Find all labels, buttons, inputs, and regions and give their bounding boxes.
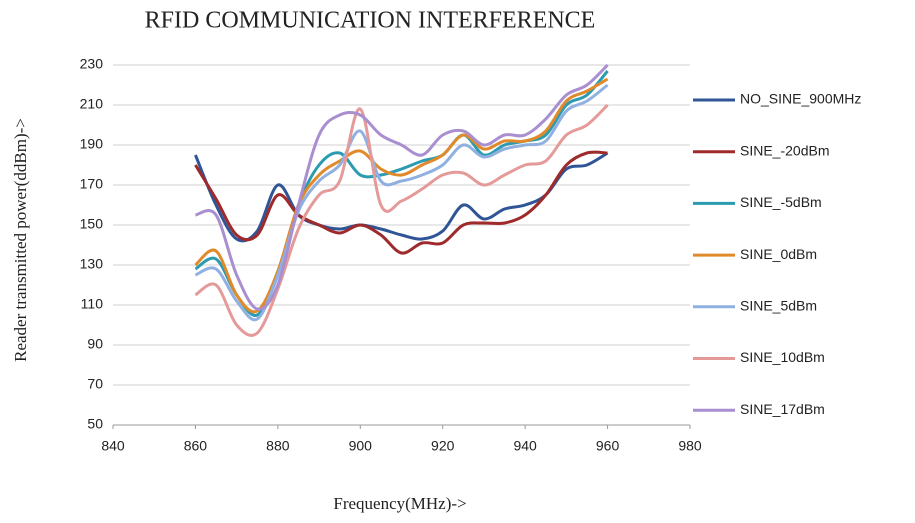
y-tick-label: 50	[87, 416, 103, 432]
y-tick-label: 70	[87, 376, 103, 392]
series-line	[194, 83, 609, 322]
y-tick-label: 110	[81, 296, 104, 312]
y-tick-label: 90	[87, 336, 103, 352]
x-tick-label: 900	[349, 438, 373, 454]
x-tick-label: 860	[184, 438, 208, 454]
y-tick-label: 210	[80, 96, 104, 112]
series-line	[194, 77, 609, 314]
legend-label: SINE_17dBm	[740, 401, 825, 417]
y-tick-label: 190	[80, 136, 104, 152]
legend-label: SINE_5dBm	[740, 298, 817, 314]
series-line	[194, 150, 608, 255]
x-tick-label: 940	[513, 438, 537, 454]
y-axis-label: Reader transmitted power(ddBm)->	[11, 118, 30, 362]
y-tick-label: 230	[80, 56, 104, 72]
x-tick-label: 980	[678, 438, 702, 454]
y-tick-label: 150	[80, 216, 104, 232]
series-line	[195, 63, 609, 311]
chart-title: RFID COMMUNICATION INTERFERENCE	[145, 8, 596, 34]
legend-label: SINE_0dBm	[740, 246, 817, 262]
legend-label: NO_SINE_900MHz	[740, 91, 861, 107]
series-line	[194, 103, 609, 337]
x-tick-label: 880	[266, 438, 290, 454]
x-tick-label: 840	[101, 438, 125, 454]
legend-label: SINE_-20dBm	[740, 142, 829, 158]
series-line	[194, 151, 609, 243]
y-tick-label: 130	[80, 256, 104, 272]
x-tick-label: 960	[596, 438, 620, 454]
legend-label: SINE_-5dBm	[740, 194, 822, 210]
x-tick-label: 920	[431, 438, 455, 454]
y-tick-label: 170	[80, 176, 104, 192]
legend-label: SINE_10dBm	[740, 349, 825, 365]
x-axis-label: Frequency(MHz)->	[333, 494, 466, 513]
